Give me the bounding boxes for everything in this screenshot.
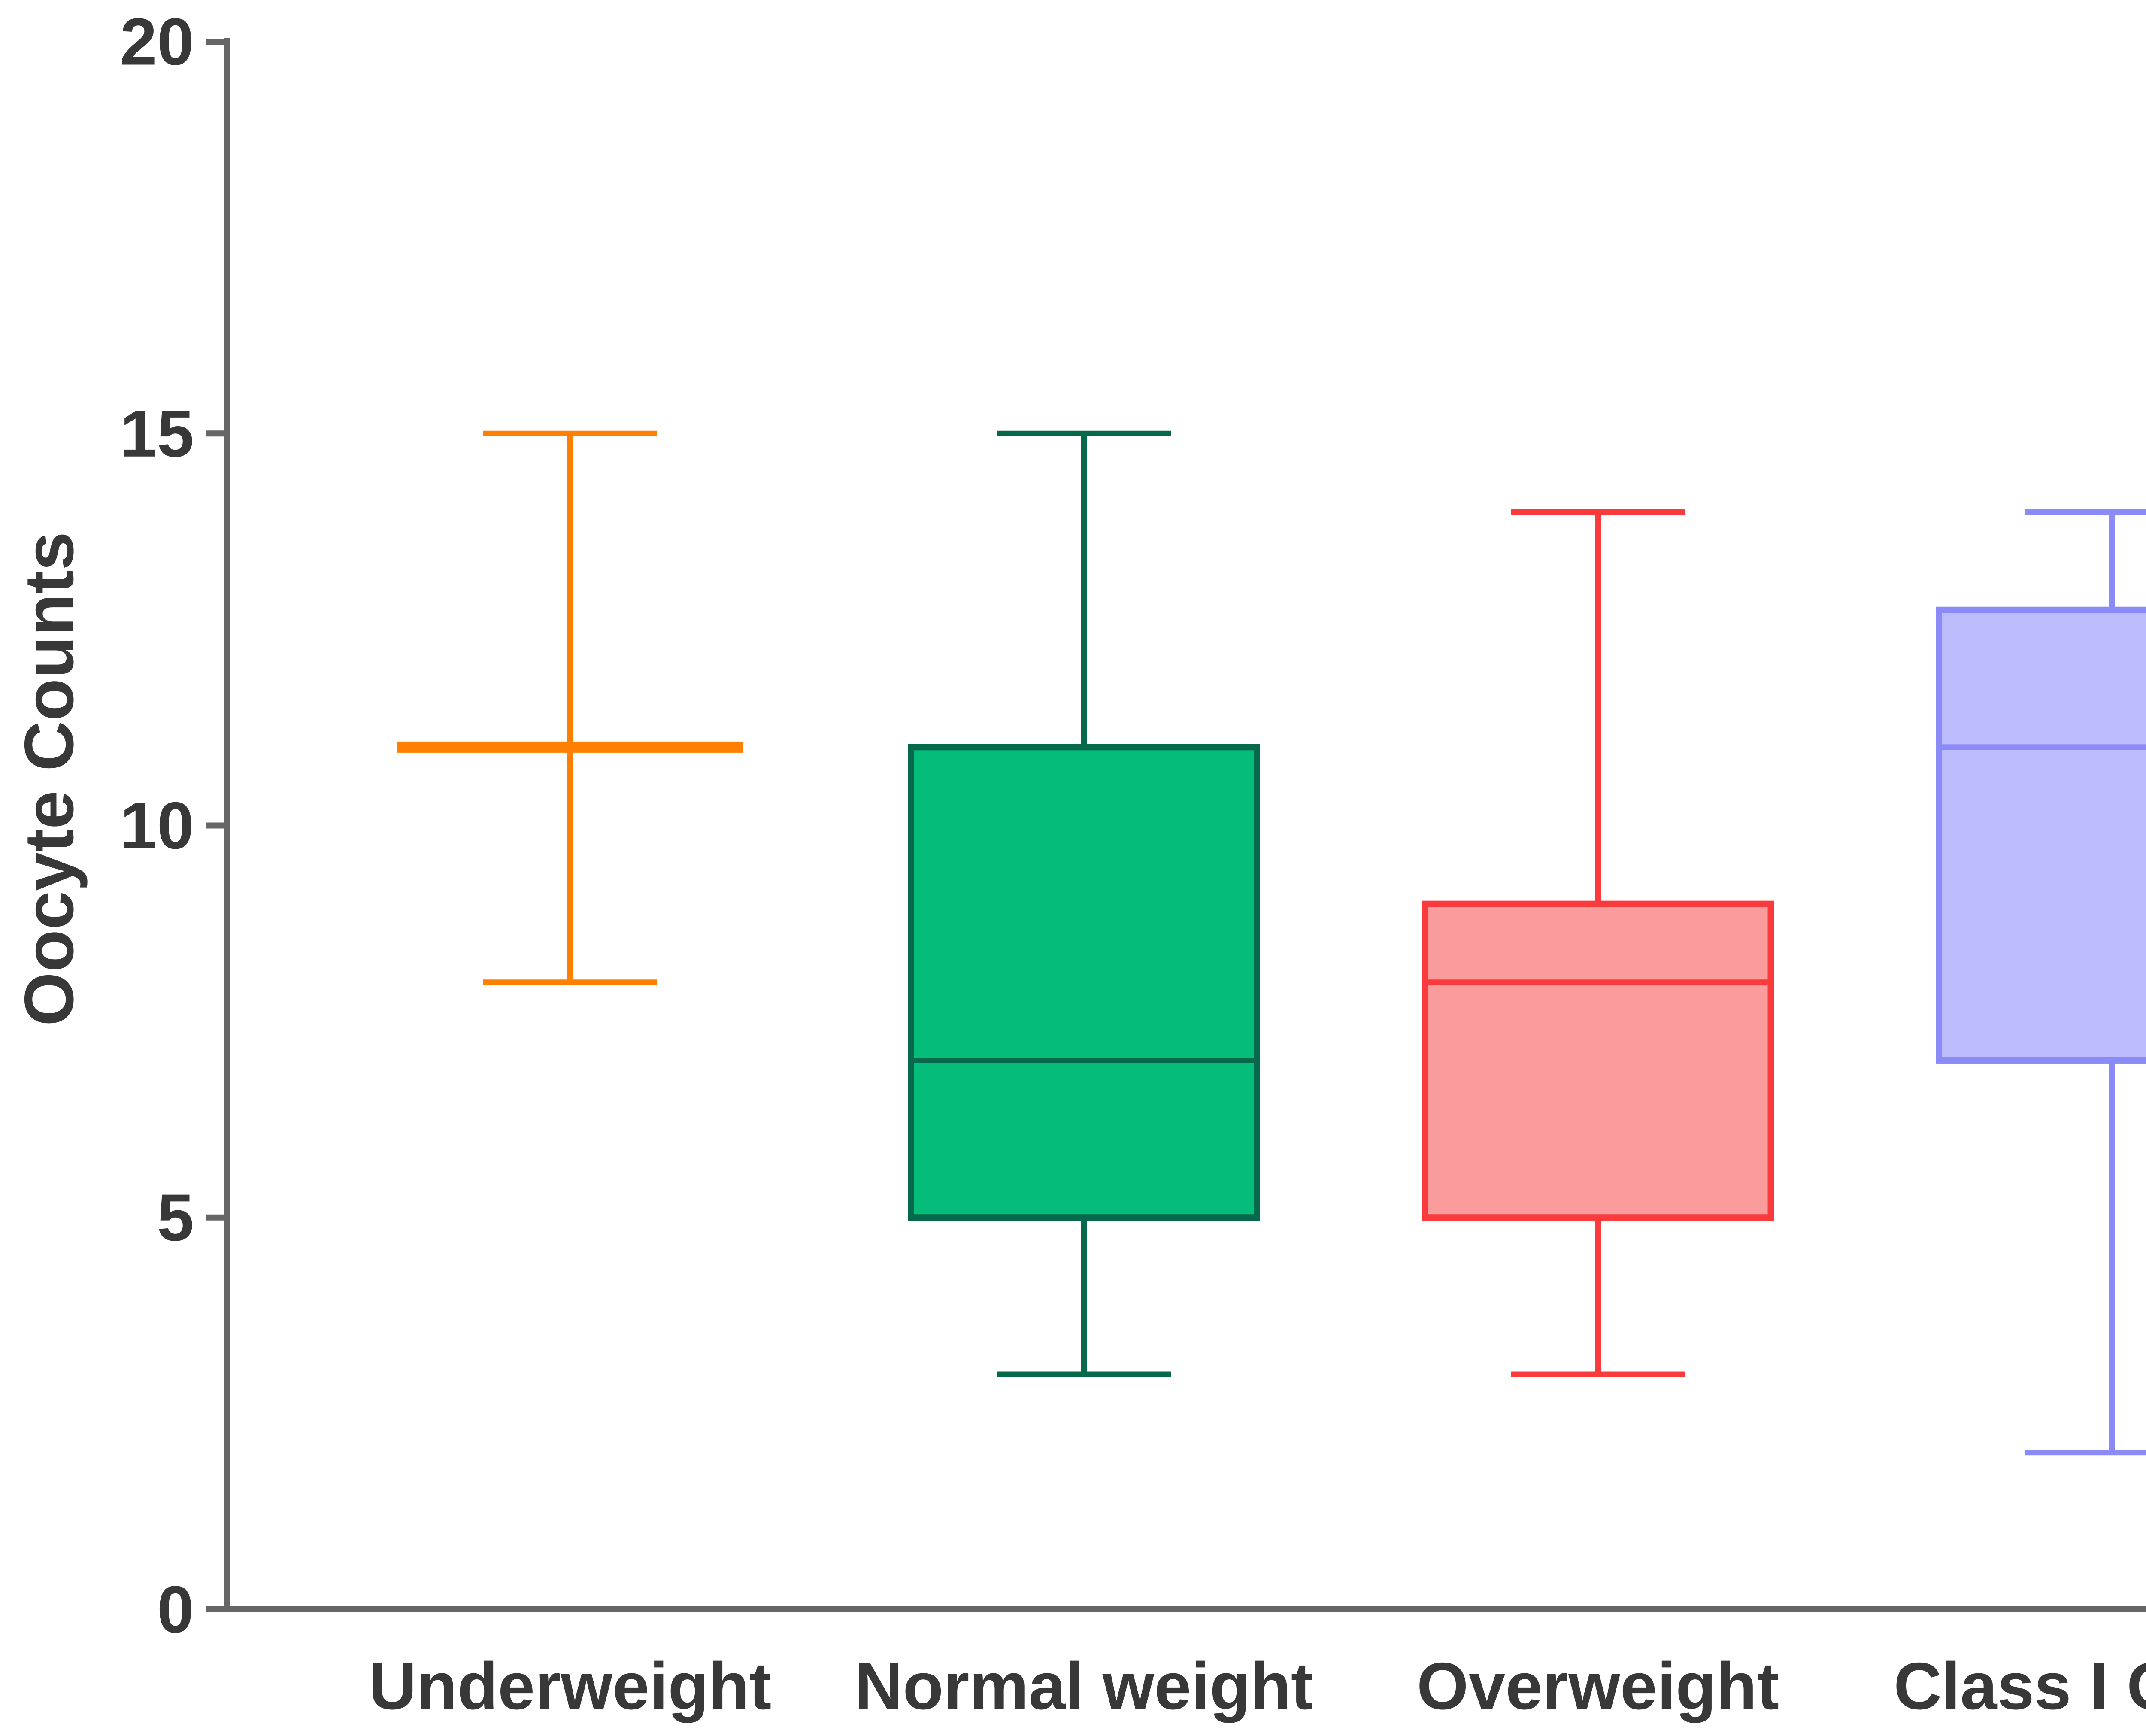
y-axis-title: Oocyte Counts xyxy=(10,532,88,1026)
y-tick-label: 10 xyxy=(120,788,194,863)
box-group-class-i-obese xyxy=(1936,509,2146,1456)
box-group-normal-weight xyxy=(908,430,1260,1377)
y-tick-label: 20 xyxy=(120,5,194,79)
class-i-obese-iqr-box xyxy=(1936,606,2146,1064)
y-tick-label: 15 xyxy=(120,397,194,471)
box-group-overweight xyxy=(1422,509,1774,1377)
x-category-label: Normal weight xyxy=(855,1649,1313,1723)
y-tick-label: 5 xyxy=(157,1180,194,1254)
y-tick-label: 0 xyxy=(157,1572,194,1647)
box-group-underweight xyxy=(397,430,743,985)
box-series xyxy=(397,430,2146,1456)
x-category-label: Underweight xyxy=(369,1649,772,1723)
x-category-label: Class I Obese xyxy=(1894,1649,2146,1723)
y-axis-ticks: 0 5 10 15 20 xyxy=(120,5,227,1647)
overweight-iqr-box xyxy=(1422,900,1774,1221)
x-axis-labels: Underweight Normal weight Overweight Class … xyxy=(369,1649,2146,1723)
x-category-label: Overweight xyxy=(1417,1649,1779,1723)
normal-weight-iqr-box xyxy=(908,744,1260,1221)
